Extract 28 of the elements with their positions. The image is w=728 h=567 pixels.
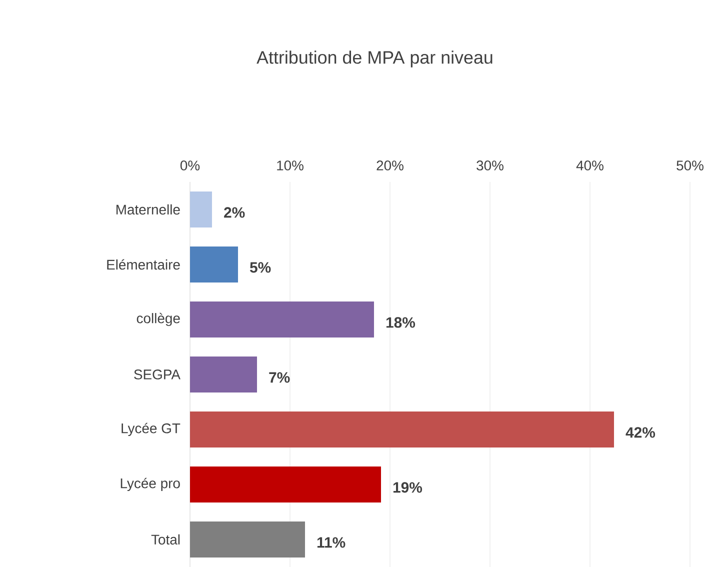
bar	[190, 411, 614, 448]
y-tick-label: Maternelle	[116, 204, 180, 215]
y-tick-label: Lycée GT	[122, 422, 180, 436]
bar	[190, 521, 306, 558]
x-tick-label: 0%	[180, 160, 200, 170]
x-tick-label: 40%	[576, 160, 604, 170]
data-label: 7%	[269, 372, 290, 383]
y-tick-label: collège	[136, 312, 180, 326]
bar	[190, 246, 238, 282]
x-tick-label: 10%	[277, 160, 304, 170]
y-tick-label: Total	[151, 534, 180, 545]
data-label: 18%	[386, 317, 416, 328]
x-tick-label: 20%	[376, 160, 404, 170]
bar	[190, 356, 258, 392]
y-tick-label: SEGPA	[134, 369, 180, 380]
data-label: 19%	[393, 482, 422, 493]
y-tick-label: Lycée pro	[120, 478, 180, 491]
bar	[190, 466, 382, 502]
x-tick-label: 50%	[676, 160, 704, 170]
x-tick-label: 30%	[476, 160, 504, 170]
data-label: 42%	[626, 427, 656, 438]
bar	[190, 191, 212, 228]
data-label: 11%	[317, 537, 346, 548]
data-label: 2%	[224, 207, 245, 218]
data-label: 5%	[250, 262, 271, 273]
chart-title: Attribution de MPA par niveau	[256, 50, 492, 68]
y-tick-label: Elémentaire	[107, 259, 180, 270]
bar	[190, 301, 374, 338]
